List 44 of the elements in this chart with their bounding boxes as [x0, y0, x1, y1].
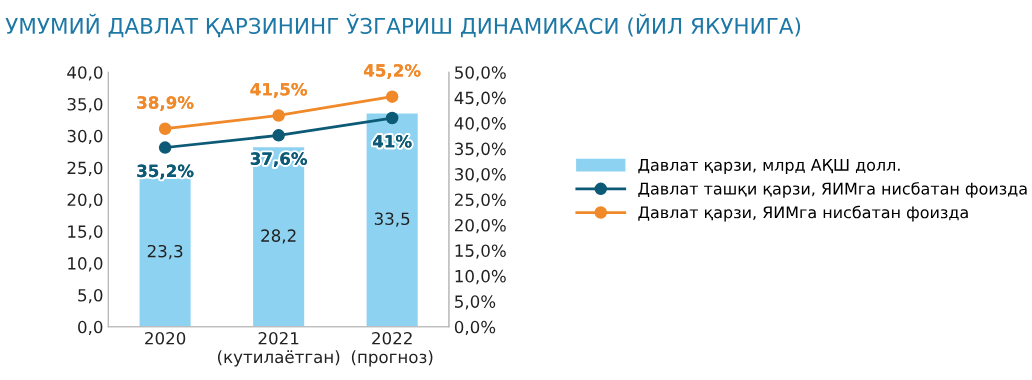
- point: [272, 129, 285, 142]
- y-tick-label: 30,0: [67, 129, 103, 145]
- y2-tick-label: 5,0%: [455, 295, 496, 310]
- point: [158, 141, 172, 154]
- point: [385, 90, 399, 103]
- y2-tick-label: 50,0%: [455, 66, 506, 81]
- y2-tick-label: 20,0%: [455, 218, 506, 234]
- bar: [253, 147, 305, 327]
- x-tick-label: 2021 (кутилаётган): [217, 331, 340, 367]
- x-tick-label: 2022 (прогноз): [351, 331, 433, 367]
- data-label: 28,2: [261, 229, 296, 244]
- data-label: 41%: [372, 134, 412, 148]
- y2-tick-label: 35,0%: [455, 142, 506, 157]
- data-label: 38,9%: [137, 96, 194, 111]
- data-label: 23,3: [147, 244, 183, 260]
- y-tick-label: 10,0: [68, 257, 103, 272]
- y-tick-label: 20,0: [67, 193, 103, 208]
- y2-tick-label: 30,0%: [455, 168, 506, 183]
- data-label: 33,5: [374, 212, 410, 227]
- data-label: 41,5%: [250, 82, 308, 98]
- y-tick-label: 0,0: [78, 320, 103, 336]
- point: [158, 122, 172, 135]
- y-tick-label: 25,0: [67, 161, 103, 176]
- y-tick-label: 40,0: [67, 66, 103, 81]
- point: [272, 109, 285, 122]
- point: [385, 111, 399, 125]
- y2-tick-label: 10,0%: [455, 269, 506, 285]
- y-tick-label: 15,0: [68, 225, 103, 240]
- data-label: 35,2%: [137, 164, 194, 180]
- y2-tick-label: 25,0%: [455, 193, 506, 208]
- y-tick-label: 35,0: [67, 97, 103, 113]
- y2-tick-label: 45,0%: [454, 91, 506, 106]
- legend-label: Давлат қарзи, млрд АҚШ долл.: [638, 159, 900, 175]
- x-tick-label: 2020: [145, 331, 186, 345]
- legend-label: Давлат ташқи қарзи, ЯИМга нисбатан фоизда: [638, 182, 1027, 198]
- y-tick-label: 5,0: [78, 288, 103, 304]
- data-label: 45,2%: [364, 64, 421, 79]
- chart-title: УМУМИЙ ДАВЛАТ ҚАРЗИНИНГ ЎЗГАРИШ ДИНАМИКАСИ (ЙИЛ ЯКУНИГА): [5, 13, 801, 38]
- legend-label: Давлат қарзи, ЯИМга нисбатан фоизда: [638, 205, 968, 222]
- y2-tick-label: 40,0%: [454, 117, 506, 132]
- bar: [139, 178, 191, 327]
- y2-tick-label: 0,0%: [454, 320, 496, 336]
- bar: [366, 113, 418, 327]
- y2-tick-label: 15,0%: [455, 244, 506, 259]
